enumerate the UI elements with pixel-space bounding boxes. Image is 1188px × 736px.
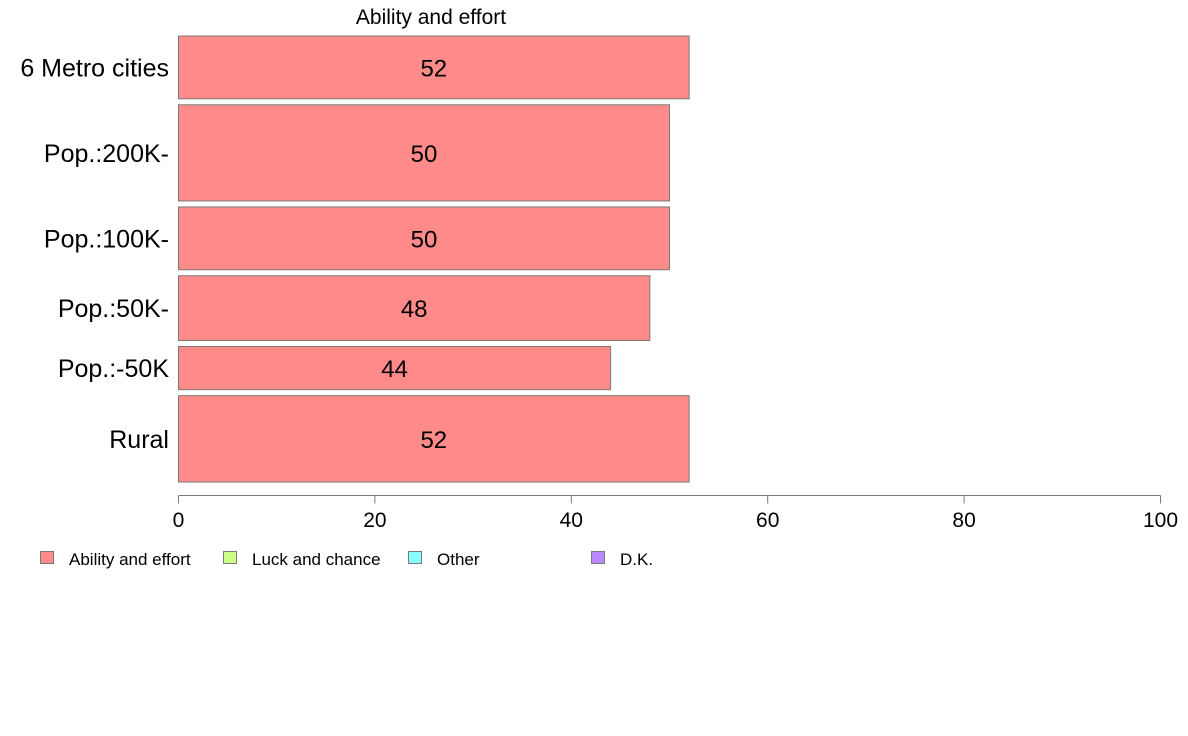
x-tick-label: 100 bbox=[1143, 509, 1178, 532]
x-tick-label: 40 bbox=[560, 509, 583, 532]
legend-swatch bbox=[40, 551, 54, 564]
legend-label: Other bbox=[437, 550, 480, 569]
legend-label: Ability and effort bbox=[69, 550, 191, 569]
data-label: 52 bbox=[420, 55, 447, 82]
bar bbox=[178, 104, 670, 202]
x-tick-label: 0 bbox=[173, 509, 185, 532]
category-label: Pop.:50K- bbox=[58, 295, 169, 323]
data-label: 50 bbox=[411, 226, 438, 253]
data-label: 52 bbox=[420, 427, 447, 454]
x-tick-label: 80 bbox=[952, 509, 975, 532]
category-label: Pop.:-50K bbox=[58, 355, 170, 383]
bar bbox=[178, 345, 612, 391]
x-tick-label: 20 bbox=[363, 509, 386, 532]
data-label: 48 bbox=[401, 296, 428, 323]
x-tick-label: 60 bbox=[756, 509, 779, 532]
legend-swatch bbox=[591, 551, 605, 564]
legend-swatch bbox=[223, 551, 237, 564]
bar bbox=[178, 35, 690, 100]
category-label: 6 Metro cities bbox=[20, 54, 169, 82]
category-label: Pop.:100K- bbox=[44, 225, 169, 253]
data-label: 50 bbox=[411, 141, 438, 168]
legend-label: Luck and chance bbox=[252, 550, 381, 569]
bar bbox=[178, 275, 651, 341]
chart-title: Ability and effort bbox=[356, 6, 506, 29]
bar bbox=[178, 395, 690, 483]
legend-swatch bbox=[408, 551, 422, 564]
category-label: Rural bbox=[109, 426, 169, 454]
bar bbox=[178, 206, 670, 271]
legend-label: D.K. bbox=[620, 550, 653, 569]
data-label: 44 bbox=[381, 356, 408, 383]
category-label: Pop.:200K- bbox=[44, 140, 169, 168]
